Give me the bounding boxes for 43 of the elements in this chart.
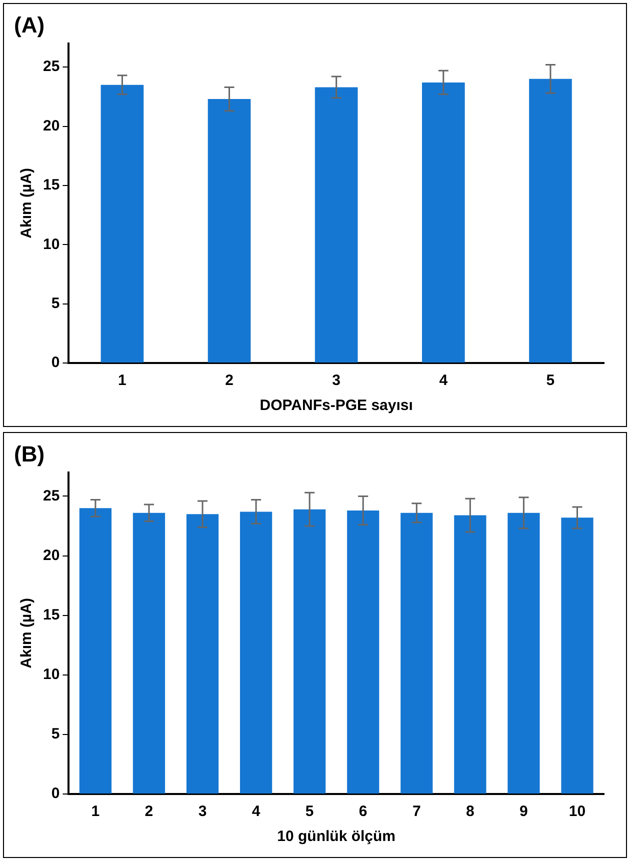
x-tick-label: 9 — [520, 803, 528, 820]
bar — [508, 512, 540, 794]
chart-title: (A) — [14, 12, 45, 38]
bar — [454, 515, 486, 794]
x-tick-label: 3 — [332, 372, 341, 390]
y-tick-label: 20 — [42, 117, 60, 134]
bar — [294, 509, 326, 794]
y-tick-label: 15 — [42, 176, 60, 194]
x-tick-label: 4 — [439, 372, 448, 390]
bar — [400, 512, 433, 794]
x-tick-label: 6 — [358, 803, 368, 820]
x-tick-label: 1 — [91, 803, 100, 820]
y-tick-label: 15 — [42, 606, 60, 624]
x-tick-label: 8 — [466, 803, 474, 820]
y-tick-label: 5 — [51, 294, 60, 312]
y-tick-label: 0 — [51, 785, 60, 802]
x-tick-label: 5 — [546, 372, 555, 390]
bar — [347, 510, 380, 794]
bar — [561, 518, 594, 794]
bar — [132, 512, 166, 794]
x-tick-label: 2 — [144, 803, 154, 820]
x-axis-title: DOPANFs-PGE sayısı — [260, 397, 413, 414]
y-axis-title: Akım (µA) — [18, 598, 36, 668]
x-tick-label: 5 — [305, 803, 314, 820]
bar — [79, 508, 112, 794]
x-tick-label: 7 — [412, 803, 421, 820]
x-tick-label: 10 — [568, 803, 586, 820]
y-tick-label: 0 — [51, 354, 60, 372]
y-tick-label: 25 — [42, 58, 60, 76]
x-tick-label: 3 — [198, 803, 207, 820]
x-tick-label: 4 — [252, 803, 261, 820]
x-axis-title: 10 günlük ölçüm — [277, 828, 396, 846]
y-tick-label: 5 — [51, 726, 60, 743]
bar — [240, 512, 272, 794]
y-tick-label: 20 — [42, 546, 60, 564]
y-tick-label: 10 — [42, 236, 60, 253]
y-axis-title: Akım (µA) — [18, 168, 36, 238]
y-tick-label: 25 — [42, 487, 60, 504]
bar — [186, 514, 219, 794]
x-tick-label: 1 — [118, 372, 126, 390]
chart-title: (B) — [14, 441, 45, 466]
y-tick-label: 10 — [42, 666, 60, 684]
x-tick-label: 2 — [225, 372, 234, 390]
